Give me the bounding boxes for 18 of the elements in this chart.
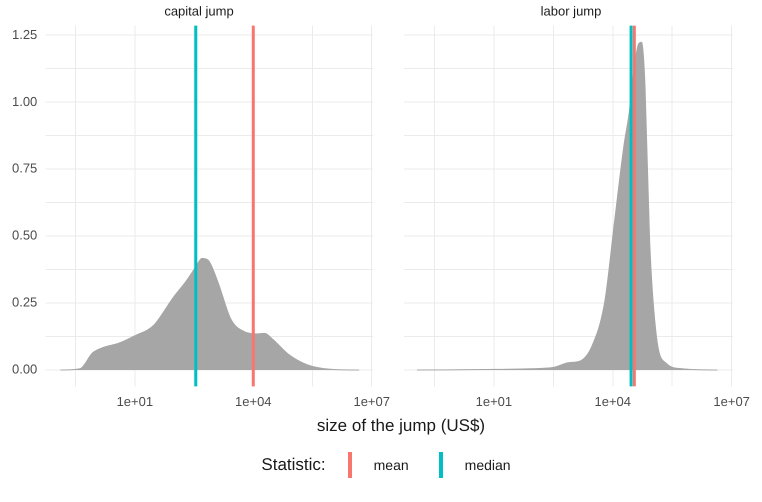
x-tick-label: 1e+01 <box>476 394 512 409</box>
x-axis-title: size of the jump (US$) <box>316 416 486 436</box>
y-tick-label: 0.25 <box>12 294 38 310</box>
x-tick-label: 1e+04 <box>235 394 272 409</box>
legend-label: median <box>464 457 511 473</box>
legend-title: Statistic: <box>261 455 326 475</box>
x-tick-label: 1e+04 <box>594 394 632 409</box>
legend-label: mean <box>374 457 409 473</box>
x-tick-label: 1e+01 <box>116 394 154 409</box>
x-tick-label: 1e+07 <box>353 394 390 409</box>
y-tick-label: 1.00 <box>12 94 38 109</box>
chart-title: labor jump <box>540 3 602 18</box>
y-tick-label: 0.50 <box>12 228 38 243</box>
y-tick-label: 0.75 <box>12 160 38 176</box>
x-tick-label: 1e+07 <box>713 394 750 409</box>
y-tick-label: 0.00 <box>12 362 38 377</box>
y-tick-label: 1.25 <box>12 26 38 42</box>
chart-title: capital jump <box>164 3 234 18</box>
